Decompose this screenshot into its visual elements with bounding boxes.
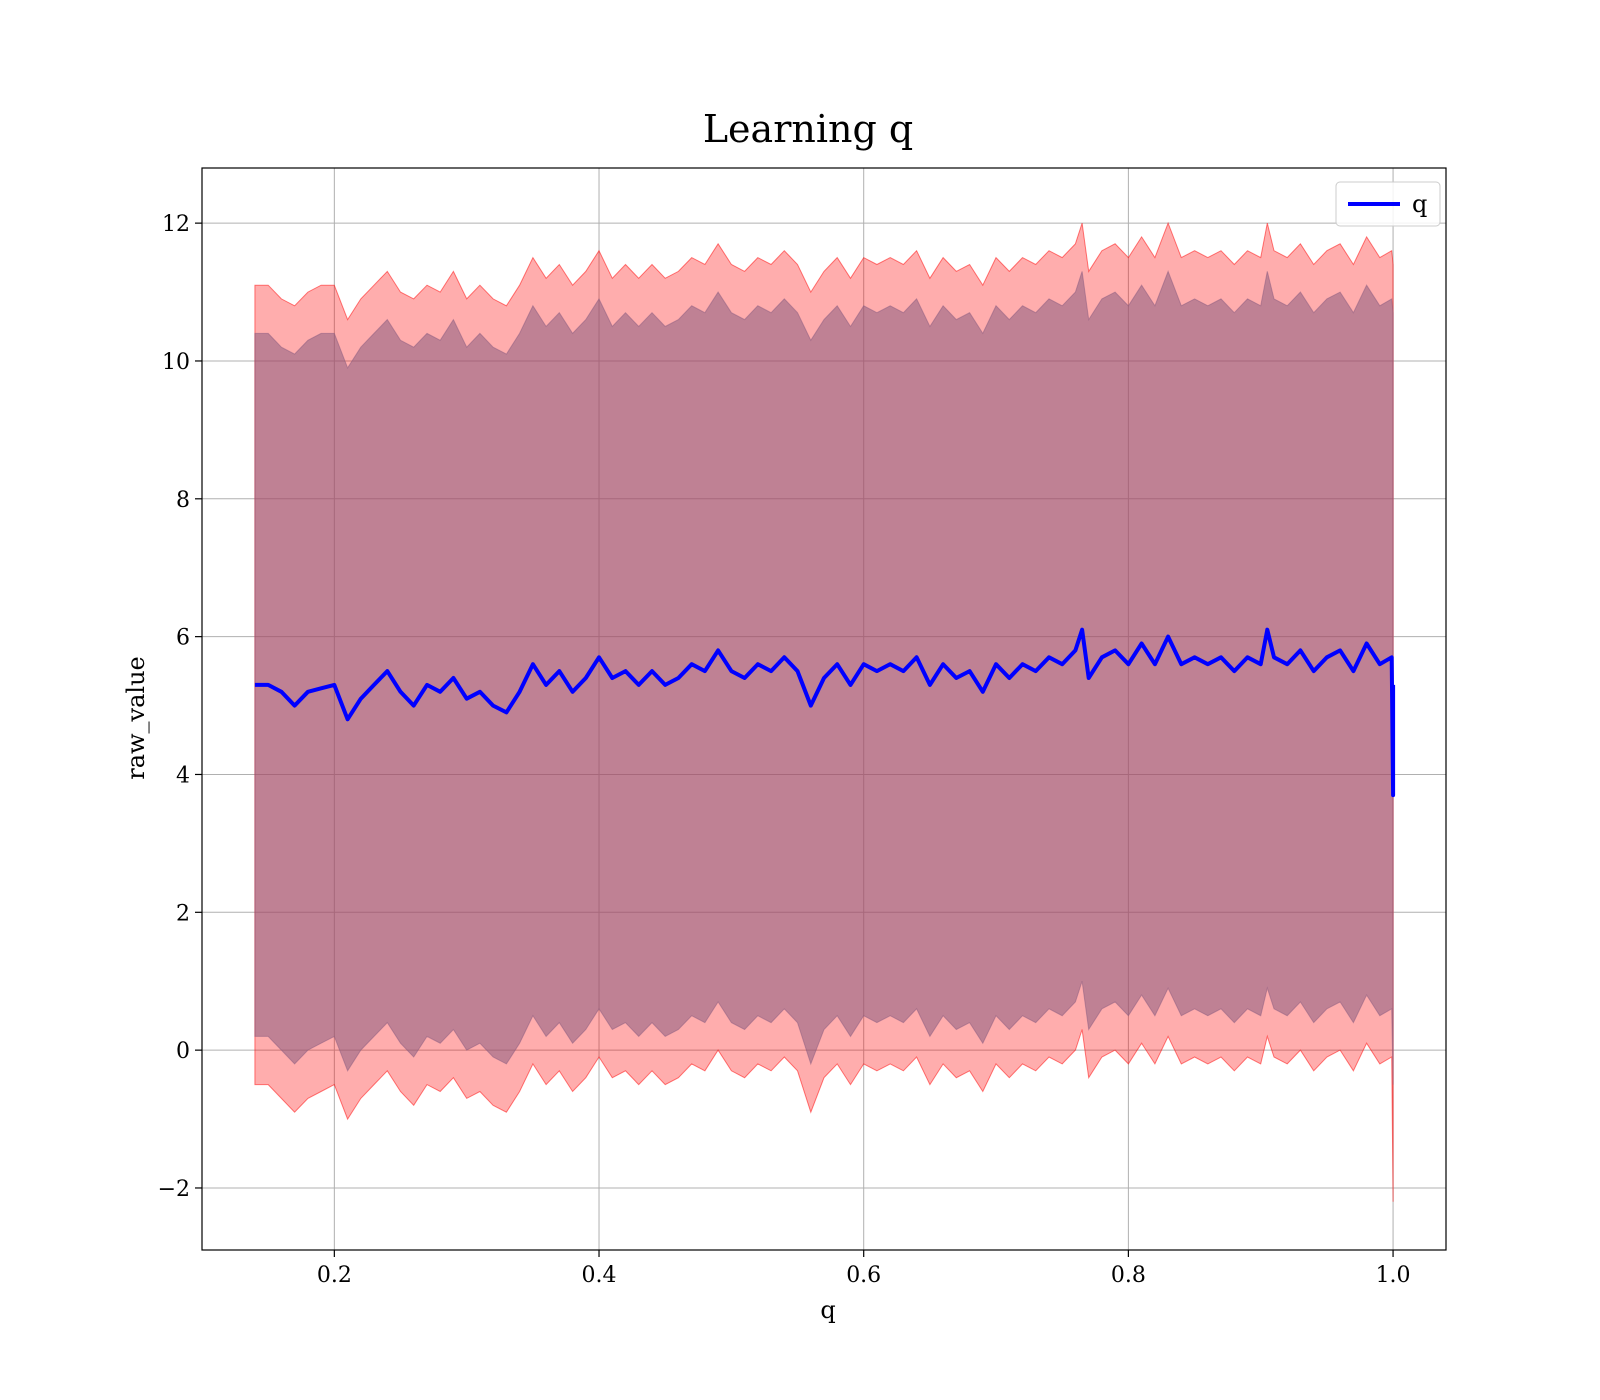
series-lines bbox=[254, 627, 1396, 798]
x-tick-label-3: 0.8 bbox=[1111, 1263, 1146, 1288]
x-axis-ticks: 0.2 0.4 0.6 0.8 1.0 bbox=[317, 1250, 1411, 1288]
plot-frame bbox=[201, 167, 1447, 1251]
confidence-bands bbox=[254, 221, 1394, 1202]
legend: q bbox=[1335, 181, 1441, 227]
y-tick-label-5: 8 bbox=[176, 488, 190, 513]
y-tick-label-1: 0 bbox=[176, 1039, 190, 1064]
y-tick-label-3: 4 bbox=[176, 763, 190, 788]
y-tick-label-2: 2 bbox=[176, 901, 190, 926]
x-axis-label: q bbox=[820, 1296, 835, 1324]
legend-label-q: q bbox=[1412, 190, 1427, 218]
y-tick-label-4: 6 bbox=[176, 626, 190, 651]
x-tick-label-1: 0.4 bbox=[582, 1263, 617, 1288]
x-tick-label-2: 0.6 bbox=[846, 1263, 881, 1288]
x-tick-label-4: 1.0 bbox=[1376, 1263, 1411, 1288]
y-tick-label-7: 12 bbox=[162, 212, 190, 237]
y-tick-label-0: −2 bbox=[158, 1177, 190, 1202]
y-axis-label: raw_value bbox=[122, 656, 150, 780]
chart-title: Learning q bbox=[703, 107, 913, 151]
y-tick-label-6: 10 bbox=[162, 350, 190, 375]
series-line-0 bbox=[254, 627, 1396, 798]
y-axis-ticks: −2 0 2 4 6 8 10 12 bbox=[158, 212, 202, 1202]
x-tick-label-0: 0.2 bbox=[317, 1263, 352, 1288]
